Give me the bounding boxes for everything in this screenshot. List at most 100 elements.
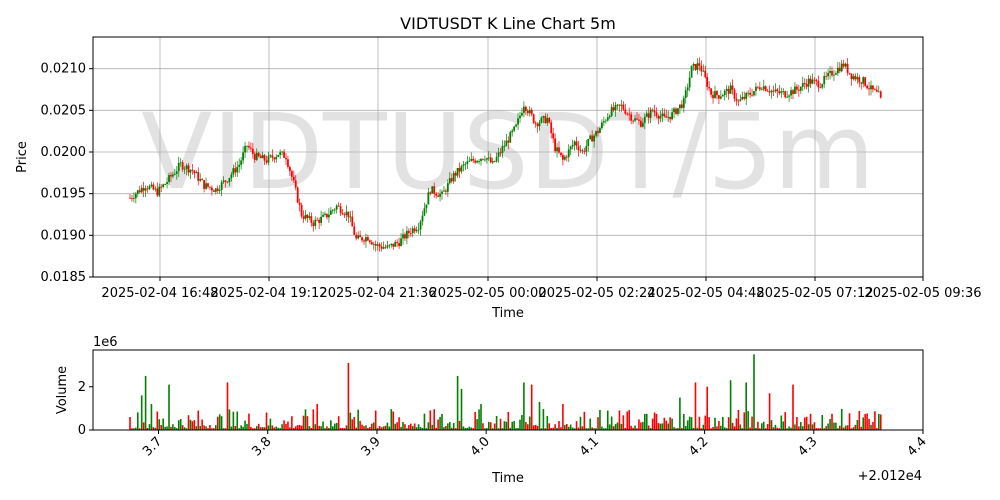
time-tick-label: 2025-02-04 16:48: [101, 286, 218, 301]
volume-bar: [778, 428, 781, 430]
volume-bar: [417, 424, 420, 430]
volume-bar: [595, 428, 597, 430]
candle-body: [333, 209, 336, 211]
volume-bar: [277, 427, 279, 430]
candle-body: [786, 96, 789, 98]
chart-title: VIDTUSDT K Line Chart 5m: [400, 14, 616, 33]
time-tick-label: 2025-02-05 07:12: [756, 286, 873, 301]
volume-bar: [653, 412, 656, 430]
volume-bar: [265, 412, 268, 430]
volume-bar: [464, 427, 467, 430]
volume-bar: [866, 413, 868, 430]
candle-body: [558, 147, 560, 153]
candle-body: [585, 146, 588, 152]
volume-bar: [567, 426, 570, 430]
candle-body: [480, 158, 482, 162]
volume-bar: [868, 418, 870, 430]
volume-bar: [659, 423, 662, 430]
volume-bar: [534, 424, 537, 430]
candle-body: [515, 124, 517, 127]
candle-body: [604, 120, 607, 122]
candle-body: [714, 91, 716, 99]
candle-body: [183, 168, 186, 170]
volume-bar: [546, 416, 549, 430]
volume-time-tick-label: 3.8: [249, 434, 274, 459]
candle-body: [277, 155, 280, 157]
candle-body: [287, 159, 289, 167]
volume-bar: [322, 421, 324, 430]
candle-body: [770, 90, 773, 93]
volume-bar: [148, 424, 151, 430]
volume-bar: [302, 415, 305, 430]
volume-bar: [172, 424, 174, 430]
candle-body: [445, 190, 447, 192]
candle-body: [622, 104, 625, 110]
volume-bar: [394, 423, 396, 430]
candle-body: [267, 155, 270, 163]
volume-bar: [556, 427, 558, 430]
candle-body: [144, 188, 147, 191]
volume-bar: [690, 417, 693, 430]
volume-bar: [298, 424, 301, 430]
volume-bar: [351, 419, 354, 430]
volume-bar: [562, 404, 564, 430]
volume-bar: [749, 427, 751, 430]
volume-bar: [357, 409, 359, 430]
candle-body: [172, 174, 174, 177]
candle-body: [429, 192, 432, 194]
volume-bar: [844, 425, 847, 430]
volume-time-axis: 3.7 3.8 3.9 4.0 4.1 4.2 4.3 4.4: [140, 430, 930, 459]
candle-body: [571, 145, 574, 147]
volume-bar: [486, 427, 488, 430]
volume-bar: [332, 426, 334, 430]
candlestick-series: [129, 57, 882, 252]
volume-bar: [827, 423, 829, 430]
candle-body: [484, 159, 486, 161]
volume-bar: [530, 384, 533, 430]
candle-body: [875, 89, 878, 92]
candle-body: [868, 88, 870, 90]
volume-bar: [248, 413, 250, 430]
volume-bar: [712, 426, 714, 430]
candle-body: [179, 162, 182, 164]
candle-body: [643, 116, 646, 123]
candle-body: [694, 63, 697, 70]
volume-bar: [801, 426, 804, 430]
candle-body: [688, 77, 691, 88]
candle-body: [133, 198, 135, 200]
candle-body: [573, 141, 576, 146]
candle-body: [331, 210, 334, 211]
volume-bar: [232, 411, 235, 430]
volume-bar: [532, 425, 535, 430]
volume-bar: [833, 422, 835, 430]
volume-bar: [519, 419, 521, 430]
candle-body: [304, 214, 307, 219]
candle-body: [292, 176, 295, 181]
candle-body: [326, 213, 328, 218]
volume-bar: [476, 419, 478, 430]
candle-body: [870, 85, 872, 90]
candle-body: [686, 87, 689, 91]
volume-bar: [285, 423, 287, 430]
volume-bar: [624, 427, 627, 430]
candle-body: [864, 77, 867, 86]
volume-bar: [306, 416, 309, 430]
candle-body: [729, 85, 732, 94]
volume-bar: [727, 417, 730, 430]
candle-body: [550, 122, 553, 134]
volume-bar: [491, 428, 494, 430]
candle-body: [772, 90, 775, 92]
volume-bar: [819, 428, 822, 430]
volume-bar: [382, 426, 385, 430]
volume-bar: [698, 416, 701, 430]
volume-bar: [429, 410, 432, 430]
volume-time-tick-label: 4.2: [686, 434, 711, 459]
volume-bar: [720, 425, 722, 430]
volume-bar: [831, 413, 833, 430]
candle-body: [380, 246, 383, 249]
volume-bar: [554, 424, 556, 430]
candle-body: [874, 89, 876, 91]
volume-bar: [718, 420, 720, 430]
candle-body: [792, 90, 794, 94]
